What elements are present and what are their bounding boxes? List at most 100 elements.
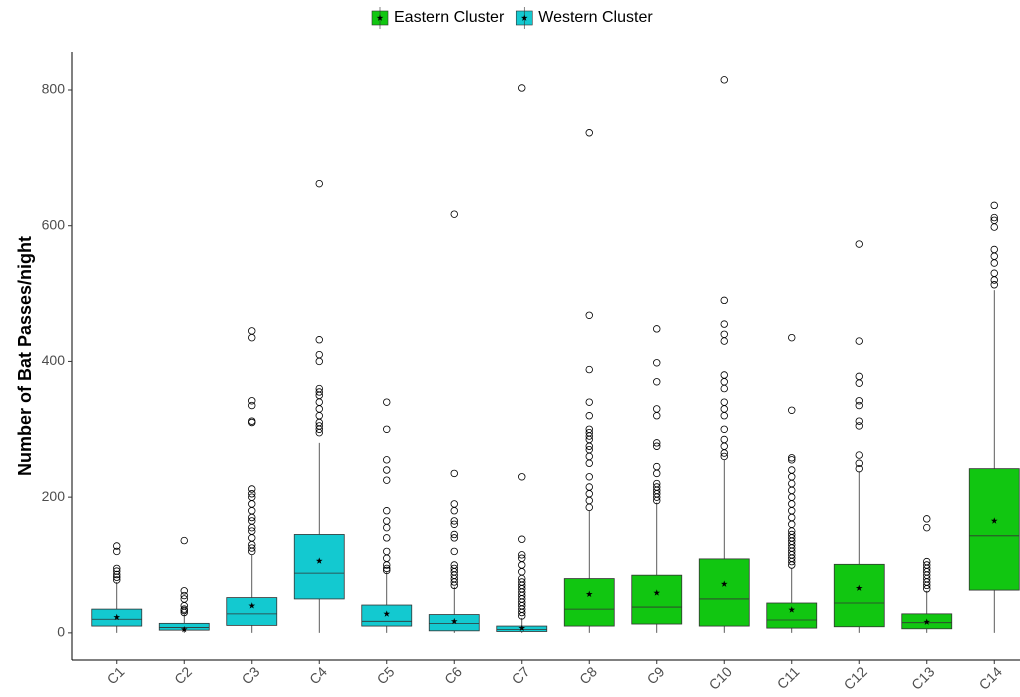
outlier: [990, 252, 998, 260]
outlier: [788, 406, 796, 414]
x-tick-label: C4: [306, 663, 330, 687]
x-tick-label: C9: [644, 663, 668, 687]
outlier: [518, 561, 526, 569]
outlier: [518, 551, 526, 559]
outlier: [248, 333, 256, 342]
mean: [990, 517, 998, 524]
outlier: [518, 578, 526, 586]
mean: [720, 580, 728, 587]
outlier: [383, 476, 391, 484]
outlier: [383, 517, 391, 525]
outlier: [990, 245, 998, 254]
outlier: [315, 398, 323, 406]
outlier: [383, 534, 391, 542]
outlier: [653, 479, 661, 488]
outlier: [585, 428, 593, 437]
x-tick-label: C13: [908, 663, 938, 693]
box: [361, 604, 413, 627]
outlier: [585, 483, 593, 491]
y-tick-label: 0: [57, 624, 65, 640]
outlier: [180, 591, 188, 600]
outlier: [383, 398, 391, 406]
outlier: [720, 384, 728, 393]
outlier: [990, 223, 998, 231]
outlier: [720, 452, 728, 461]
outlier: [518, 568, 526, 576]
outlier: [315, 350, 323, 359]
outlier: [585, 412, 593, 420]
x-tick-label: C14: [976, 663, 1006, 693]
outlier: [788, 466, 796, 474]
outlier: [653, 442, 661, 450]
outlier: [585, 445, 593, 454]
outlier: [855, 417, 863, 425]
outlier: [720, 296, 728, 305]
outlier: [720, 337, 728, 345]
x-tick-label: C12: [841, 663, 871, 693]
outlier: [383, 425, 391, 433]
outlier: [788, 513, 796, 522]
outlier: [855, 464, 863, 473]
outlier: [585, 459, 593, 467]
outlier: [248, 507, 256, 515]
outlier: [450, 530, 458, 539]
outlier: [653, 405, 661, 413]
outlier: [653, 412, 661, 420]
outlier: [720, 378, 728, 386]
y-tick-label: 800: [42, 81, 66, 97]
outlier: [315, 179, 323, 188]
outlier: [180, 595, 188, 603]
outlier: [113, 573, 121, 581]
outlier: [788, 473, 796, 481]
box: [563, 578, 615, 627]
legend-key-star: [376, 14, 384, 21]
outlier: [855, 459, 863, 467]
outlier: [855, 337, 863, 345]
outlier: [518, 84, 526, 92]
outlier: [653, 469, 661, 478]
outlier: [855, 379, 863, 387]
outlier: [788, 456, 796, 464]
mean: [923, 618, 931, 625]
outlier: [720, 76, 728, 84]
outlier: [990, 281, 998, 289]
outlier: [315, 422, 323, 430]
mean: [450, 617, 458, 625]
outlier: [990, 259, 998, 267]
outlier: [855, 240, 863, 248]
outlier: [990, 276, 998, 284]
x-tick-label: C3: [239, 663, 263, 687]
x-tick-label: C10: [706, 663, 736, 693]
outlier: [248, 500, 256, 508]
mean: [315, 557, 323, 564]
outlier: [248, 534, 256, 542]
mean: [113, 613, 121, 621]
outlier: [518, 554, 526, 562]
outlier: [788, 507, 796, 515]
outlier: [585, 129, 593, 137]
outlier: [248, 401, 256, 410]
outlier: [315, 412, 323, 420]
outlier: [720, 442, 728, 450]
outlier: [180, 587, 188, 595]
mean: [383, 610, 391, 617]
outlier: [585, 398, 593, 406]
outlier: [383, 466, 391, 474]
outlier: [315, 384, 323, 393]
outlier: [383, 564, 391, 573]
box: [968, 468, 1020, 591]
outlier: [383, 566, 391, 575]
mean: [518, 624, 526, 631]
outlier: [113, 570, 121, 579]
outlier: [720, 412, 728, 420]
outlier: [653, 483, 661, 491]
outlier: [113, 564, 121, 573]
outlier: [788, 530, 796, 539]
box: [698, 558, 750, 627]
outlier: [248, 544, 256, 552]
box: [293, 534, 345, 600]
outlier: [720, 405, 728, 413]
outlier: [585, 503, 593, 512]
outlier: [450, 547, 458, 556]
outlier: [585, 311, 593, 319]
